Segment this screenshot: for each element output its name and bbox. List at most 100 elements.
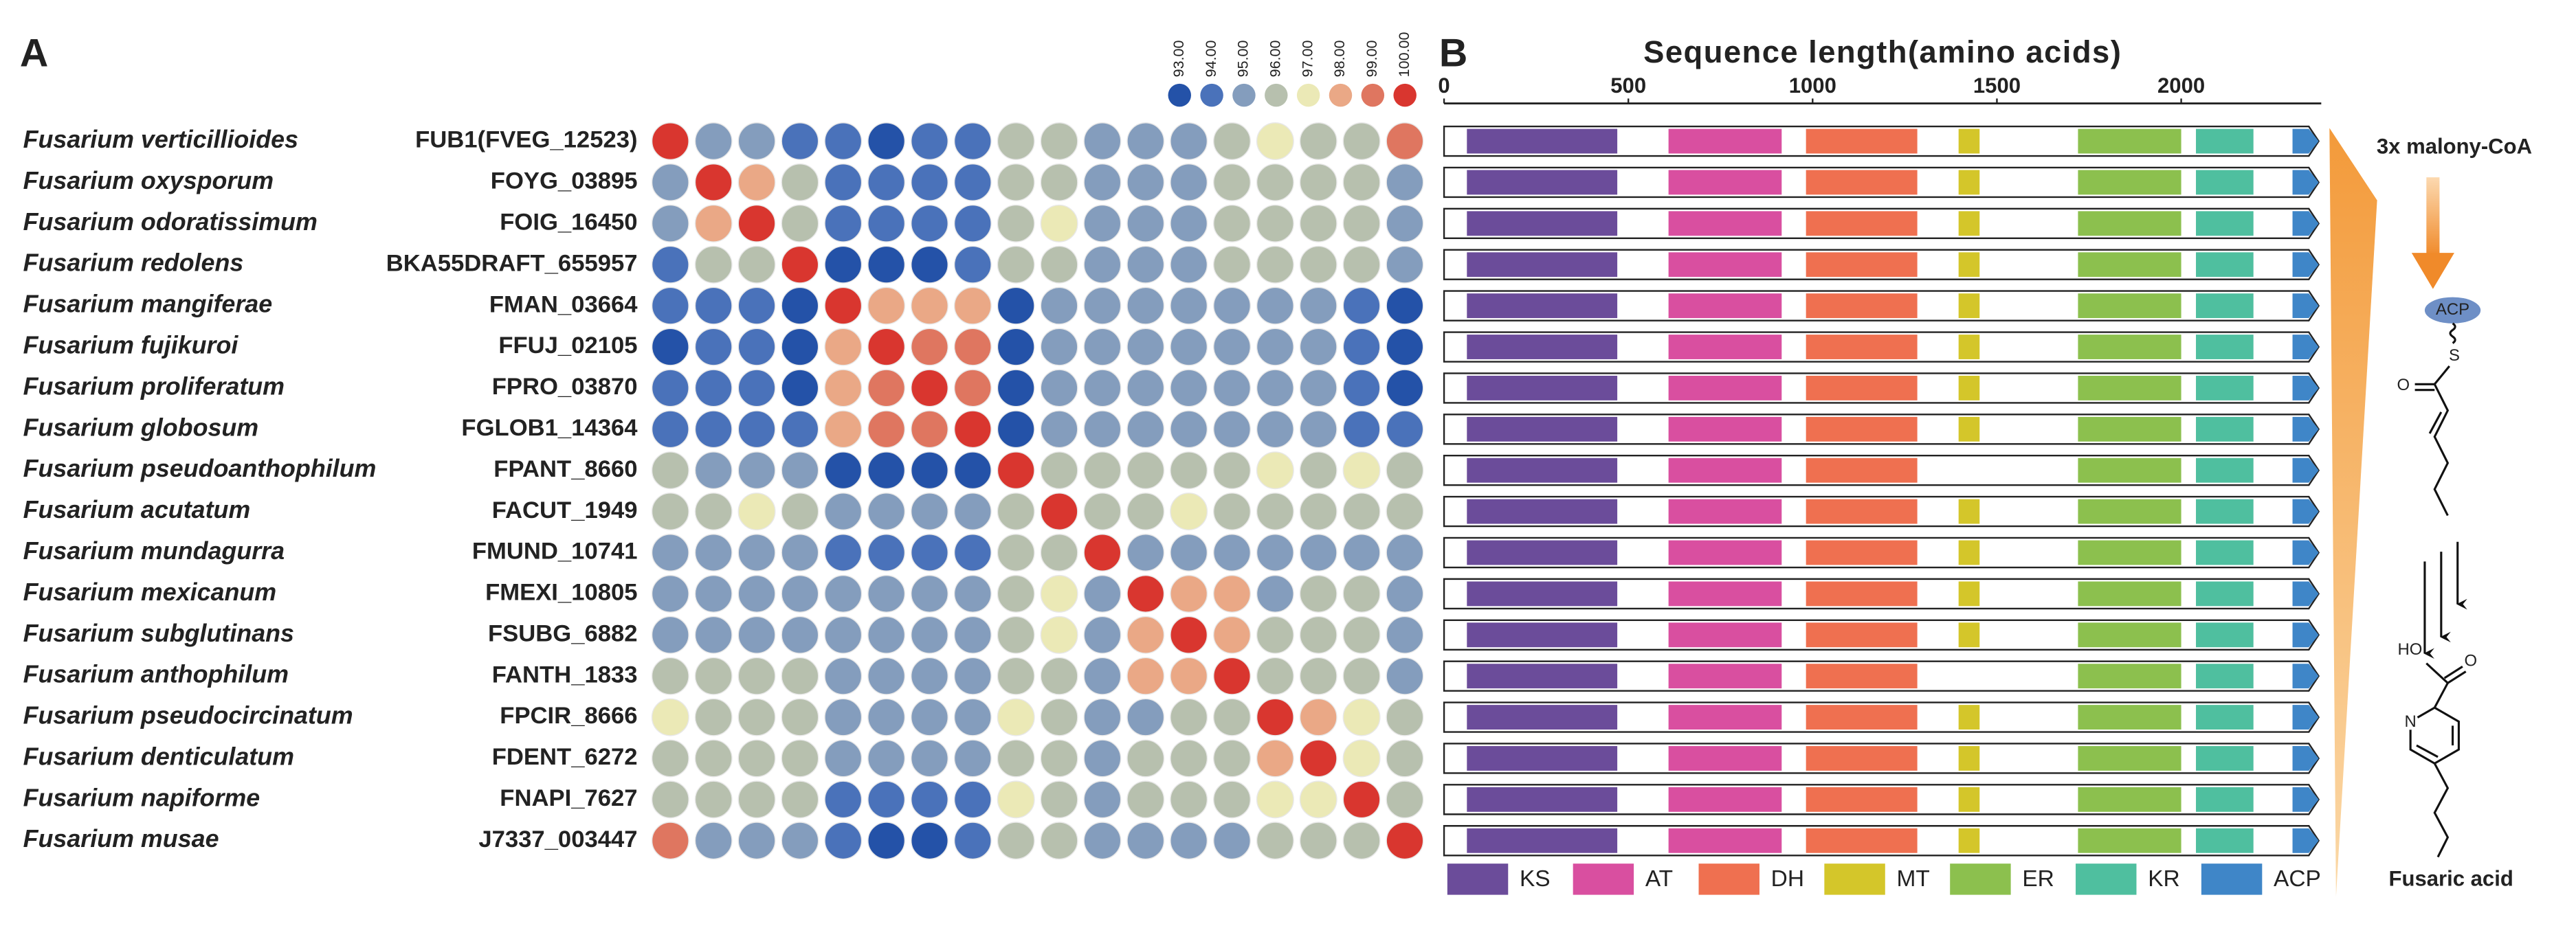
species-label: Fusarium mundagurra xyxy=(23,537,285,565)
heat-cell xyxy=(1083,534,1122,572)
gene-label: FACUT_1949 xyxy=(492,497,638,523)
domain xyxy=(1668,252,1782,278)
heat-cell xyxy=(1386,369,1424,407)
heat-cell xyxy=(781,245,819,284)
heat-cell xyxy=(1083,122,1122,161)
domain xyxy=(2292,128,2319,154)
domain xyxy=(1668,375,1782,400)
gene-label: FPRO_03870 xyxy=(492,374,638,400)
gene-label: FPCIR_8666 xyxy=(500,703,637,729)
atom: HO xyxy=(2397,640,2422,659)
heat-cell xyxy=(737,451,776,490)
domain xyxy=(2292,705,2319,730)
domain xyxy=(2196,375,2254,400)
domain xyxy=(1467,170,1618,195)
atom: O xyxy=(2465,652,2478,670)
domain xyxy=(1668,622,1782,648)
heat-cell xyxy=(1342,780,1381,819)
heat-cell xyxy=(651,698,689,736)
domain xyxy=(2078,458,2181,483)
heat-cell xyxy=(1083,574,1122,613)
heat-cell xyxy=(1342,410,1381,449)
heat-cell xyxy=(1256,286,1294,325)
heat-cell xyxy=(911,122,948,161)
domain xyxy=(1806,252,1918,278)
heat-cell xyxy=(1299,574,1337,613)
scale-swatch xyxy=(1200,83,1223,107)
heat-cell xyxy=(651,657,689,695)
heat-cell xyxy=(953,245,992,284)
heat-cell xyxy=(1040,163,1078,201)
species-label: Fusarium pseudoanthophilum xyxy=(23,455,377,482)
heat-cell xyxy=(694,451,733,490)
x-tick-label: 1500 xyxy=(1973,74,2021,98)
species-label: Fusarium denticulatum xyxy=(23,743,294,770)
heat-cell xyxy=(1299,163,1337,201)
orange-arrow xyxy=(2411,177,2454,289)
heat-cell xyxy=(997,245,1035,284)
heat-cell xyxy=(1083,245,1122,284)
heat-cell xyxy=(953,286,992,325)
heat-cell xyxy=(694,369,733,407)
domain xyxy=(1958,416,1980,442)
domain xyxy=(2292,787,2319,812)
heat-cell xyxy=(997,451,1035,490)
domain xyxy=(2196,705,2254,730)
heat-cell xyxy=(953,739,992,778)
heat-cell xyxy=(1126,493,1165,531)
heat-cell xyxy=(1299,286,1337,325)
gene-label: BKA55DRAFT_655957 xyxy=(386,250,638,276)
domain xyxy=(2078,211,2181,236)
domain xyxy=(1668,293,1782,319)
scale-swatch xyxy=(1329,83,1353,107)
heat-cell xyxy=(1213,616,1251,654)
heat-cell xyxy=(1126,204,1165,242)
heat-cell xyxy=(1126,122,1165,161)
heat-cell xyxy=(1386,245,1424,284)
domain xyxy=(1806,622,1918,648)
legend-swatch xyxy=(2201,863,2263,895)
domain xyxy=(1467,252,1618,278)
heat-cell xyxy=(953,493,992,531)
heat-cell xyxy=(1083,286,1122,325)
heat-cell xyxy=(867,657,906,695)
domain xyxy=(2196,746,2254,771)
heat-cell xyxy=(824,493,863,531)
reaction-arrows xyxy=(2423,541,2467,659)
heat-cell xyxy=(997,122,1035,161)
legend-label: ACP xyxy=(2274,866,2321,892)
heat-cell xyxy=(1083,369,1122,407)
heat-cell xyxy=(1083,698,1122,736)
heat-cell xyxy=(1126,616,1165,654)
heat-cell xyxy=(1299,780,1337,819)
heat-cell xyxy=(824,204,863,242)
heat-cell xyxy=(1256,780,1294,819)
heat-cell xyxy=(1126,286,1165,325)
heat-cell xyxy=(1040,451,1078,490)
gene-label: FMUND_10741 xyxy=(472,539,638,565)
heat-cell xyxy=(1386,780,1424,819)
domain xyxy=(1958,540,1980,565)
atom: S xyxy=(2449,346,2460,365)
heat-cell xyxy=(694,410,733,449)
domain xyxy=(2078,416,2181,442)
heat-cell xyxy=(651,245,689,284)
scale-label: 98.00 xyxy=(1331,40,1348,77)
heat-cell xyxy=(1213,286,1251,325)
legend-swatch xyxy=(1824,863,1885,895)
heat-cell xyxy=(1256,493,1294,531)
heat-cell xyxy=(1342,698,1381,736)
heat-cell xyxy=(1040,410,1078,449)
scale-label: 95.00 xyxy=(1235,40,1252,77)
domain xyxy=(2292,828,2319,853)
heat-cell xyxy=(1040,369,1078,407)
heat-cell xyxy=(1256,410,1294,449)
heat-cell xyxy=(781,410,819,449)
domain xyxy=(1467,293,1618,319)
heat-cell xyxy=(1170,534,1208,572)
species-label: Fusarium redolens xyxy=(23,249,244,277)
heat-cell xyxy=(911,493,948,531)
heat-cell xyxy=(1386,574,1424,613)
heat-cell xyxy=(867,204,906,242)
